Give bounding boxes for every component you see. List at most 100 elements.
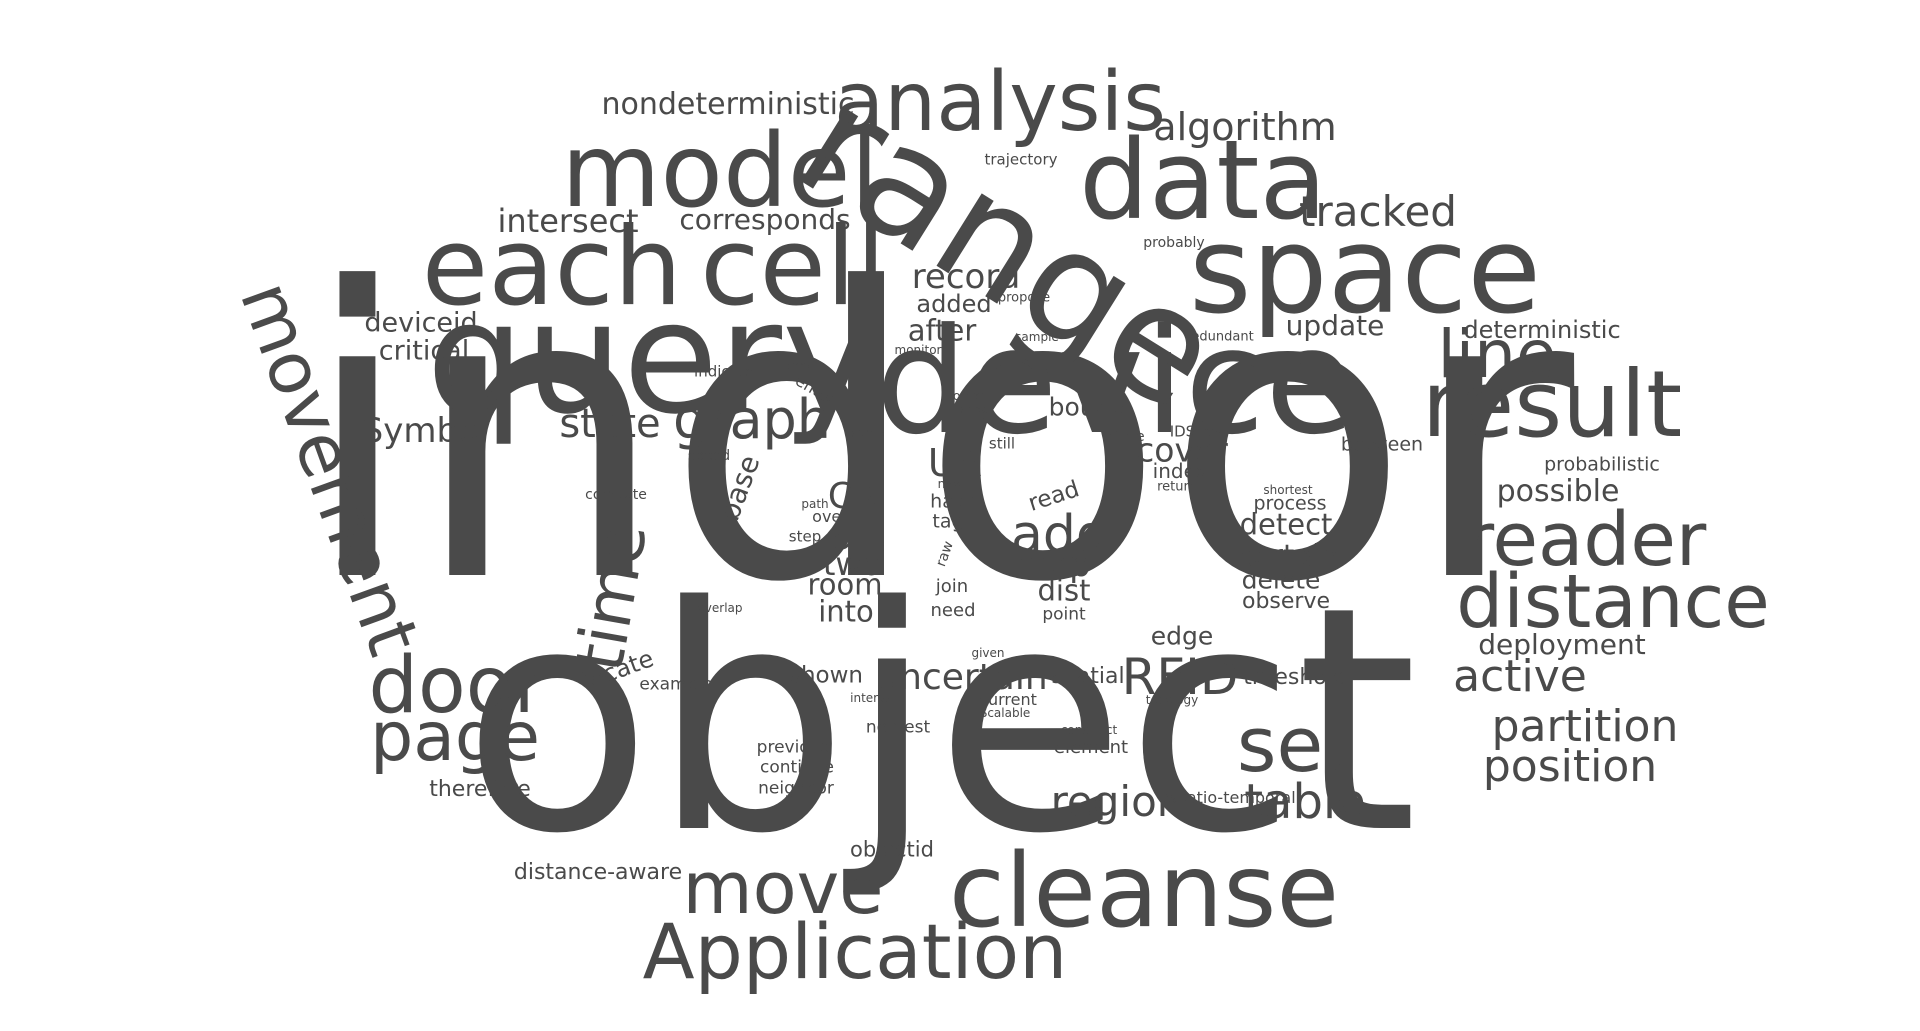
word: trajectory <box>984 150 1058 169</box>
word: CR <box>827 476 879 517</box>
word: position <box>1482 741 1658 792</box>
word: distance-aware <box>513 860 683 885</box>
word: door <box>368 641 546 731</box>
word: reader <box>1463 497 1707 583</box>
word: between <box>1340 433 1424 456</box>
word: threshold <box>1243 665 1347 690</box>
word: cover <box>1136 430 1228 470</box>
word: active <box>1453 651 1587 702</box>
word: nondeterministic <box>601 87 855 122</box>
word: Scalable <box>979 706 1031 720</box>
word: edge <box>1150 621 1214 651</box>
word: shown <box>788 662 864 689</box>
word: room <box>807 567 883 602</box>
word: objectid <box>850 837 934 862</box>
word: overlap <box>697 601 743 615</box>
word: table <box>1244 774 1366 830</box>
word: probabilistic <box>1544 453 1660 476</box>
word: cleanse <box>948 832 1340 951</box>
word: construct <box>1060 723 1118 737</box>
word: nearest <box>865 717 931 738</box>
word: other <box>953 389 985 403</box>
word: element <box>1053 737 1129 758</box>
word: update <box>1285 309 1385 342</box>
word: therefore <box>429 777 531 802</box>
word: each <box>421 205 683 330</box>
word: shortest <box>1263 483 1313 497</box>
word: IDSet <box>1169 422 1211 441</box>
word: spatial <box>1051 664 1125 689</box>
word: graph <box>672 388 832 451</box>
word: spatio-temporal <box>1168 788 1296 807</box>
word: process <box>1253 492 1327 515</box>
word: move <box>682 846 884 930</box>
word: RFID <box>1121 648 1239 706</box>
word: redundant <box>1186 329 1254 345</box>
word: sample <box>1015 330 1059 344</box>
word: hash <box>930 490 976 513</box>
word: certain <box>1237 538 1339 573</box>
word: index <box>1152 459 1208 483</box>
word: data <box>1079 116 1327 244</box>
word: tracked <box>1299 187 1457 236</box>
word: space <box>1188 202 1542 341</box>
word: delete <box>1241 565 1321 595</box>
word: given <box>971 646 1005 660</box>
word: intersect <box>497 202 639 240</box>
word: uncertain <box>876 657 1048 698</box>
word: model <box>561 112 879 231</box>
word: join <box>935 576 969 597</box>
word: distance <box>1456 559 1770 645</box>
word: result <box>1421 351 1683 458</box>
word: cell <box>700 205 886 330</box>
word: current <box>979 690 1037 709</box>
word: speed <box>687 448 731 464</box>
word: topology <box>1145 693 1199 707</box>
word: tag <box>932 510 964 533</box>
word: device <box>875 297 1355 467</box>
word: example <box>639 674 713 695</box>
word: monitor <box>894 343 942 357</box>
word: Application <box>642 907 1068 996</box>
word: new <box>937 477 963 491</box>
word: seed <box>960 402 990 416</box>
word: continue <box>760 757 834 778</box>
word: query <box>426 267 874 449</box>
word: object <box>462 541 1418 902</box>
word: set <box>1236 700 1354 789</box>
word: need <box>930 600 976 621</box>
word: indicate <box>694 362 754 381</box>
word: all <box>830 509 882 560</box>
word: neighbor <box>758 778 834 799</box>
word: algorithm <box>1153 105 1337 149</box>
word: compute <box>585 487 647 503</box>
word: propose <box>997 290 1051 306</box>
word: probably <box>1143 235 1205 251</box>
word: path <box>801 497 829 511</box>
word: line <box>1437 316 1557 393</box>
word: possible <box>1496 474 1620 509</box>
word: two <box>822 545 882 583</box>
word: indoor <box>301 205 1575 670</box>
word: record <box>911 257 1021 297</box>
word: deviceid <box>364 307 478 339</box>
word: page <box>370 698 540 777</box>
word: same <box>851 426 885 440</box>
word: bound <box>1048 392 1128 422</box>
word: Symbol <box>361 411 489 451</box>
word: critical <box>378 335 470 367</box>
word: interval <box>850 691 896 705</box>
word: circle <box>1107 429 1145 445</box>
word: point <box>1042 604 1086 625</box>
word: step <box>788 527 822 546</box>
word: region <box>1050 777 1184 826</box>
word: over <box>812 507 848 526</box>
word: return <box>1157 479 1197 495</box>
word: deployment <box>1478 628 1646 661</box>
word: still <box>988 434 1016 453</box>
word: added <box>916 290 992 318</box>
word: dist <box>1037 573 1091 608</box>
word: analysis <box>833 55 1167 150</box>
word: previous <box>756 737 830 758</box>
